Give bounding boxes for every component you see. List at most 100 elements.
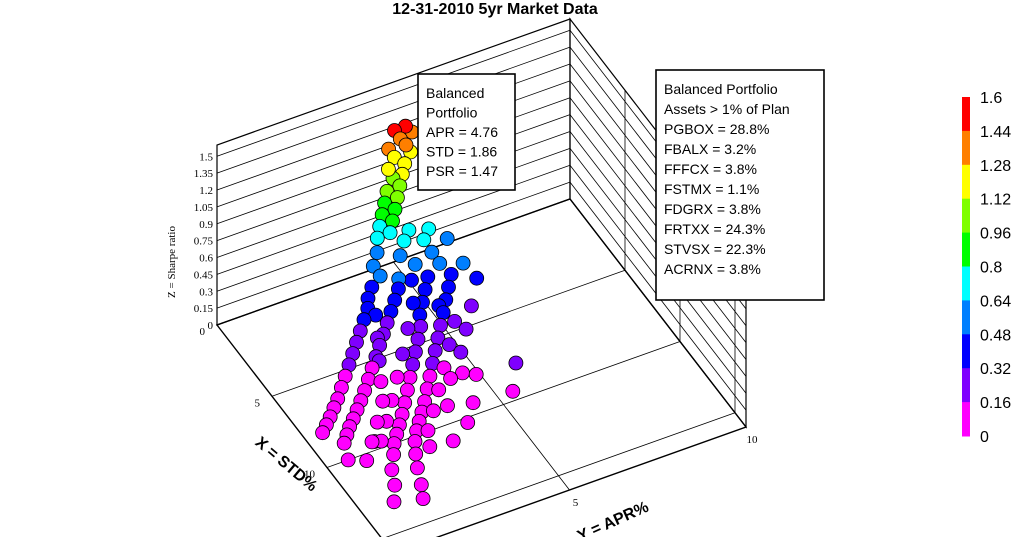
scatter-point bbox=[463, 298, 479, 314]
scatter-point bbox=[416, 232, 432, 248]
scatter-point bbox=[336, 435, 352, 451]
scatter-point bbox=[441, 337, 457, 353]
scatter-point bbox=[395, 346, 411, 362]
scatter-point bbox=[369, 245, 385, 261]
scatter-point bbox=[468, 366, 484, 382]
colorbar-segment bbox=[962, 300, 970, 335]
scatter-point bbox=[436, 360, 452, 376]
colorbar-segment bbox=[962, 97, 970, 132]
annotation-balanced-portfolio: Balanced Portfolio APR = 4.76 STD = 1.86 PSR… bbox=[417, 73, 516, 191]
colorbar-tick-label: 0.32 bbox=[980, 361, 1011, 378]
scatter-point bbox=[445, 433, 461, 449]
annotation-box bbox=[417, 73, 516, 191]
annotation-box bbox=[655, 69, 825, 301]
annotation-line: STD = 1.86 bbox=[426, 144, 497, 160]
scatter-point bbox=[400, 321, 416, 336]
scatter-point bbox=[441, 279, 456, 295]
scatter-point bbox=[439, 231, 455, 246]
colorbar-segment bbox=[962, 232, 970, 267]
floor-gridline-y bbox=[569, 198, 747, 428]
scatter-point bbox=[407, 434, 423, 449]
colorbar-segment bbox=[962, 368, 970, 403]
scatter-point bbox=[435, 305, 451, 321]
annotation-line: PSR = 1.47 bbox=[426, 163, 498, 179]
scatter-point bbox=[408, 446, 424, 462]
scatter-point bbox=[364, 434, 380, 450]
back-wall-gridline bbox=[216, 46, 571, 174]
x-tick-label: 10 bbox=[304, 469, 316, 481]
z-tick-label: 1.35 bbox=[194, 168, 214, 180]
scatter-point bbox=[443, 371, 459, 386]
annotation-line: FRTXX = 24.3% bbox=[664, 221, 765, 237]
scatter-point bbox=[420, 423, 436, 439]
scatter-point bbox=[404, 272, 419, 288]
scatter-point bbox=[508, 355, 524, 371]
colorbar-tick-label: 0.64 bbox=[980, 293, 1011, 310]
scatter-point bbox=[405, 295, 421, 311]
z-axis-label: Z = Sharpe ratio bbox=[166, 226, 178, 298]
scatter-point bbox=[410, 331, 426, 347]
chart-title: 12-31-2010 5yr Market Data bbox=[392, 1, 598, 18]
y-tick-label: 5 bbox=[573, 497, 579, 509]
colorbar-segment bbox=[962, 164, 970, 200]
annotation-line: FDGRX = 3.8% bbox=[664, 201, 761, 217]
colorbar-tick-label: 1.12 bbox=[980, 192, 1011, 209]
scatter-point bbox=[431, 382, 447, 398]
scatter-point bbox=[417, 282, 433, 298]
scatter-point bbox=[424, 244, 440, 260]
scatter-point bbox=[443, 266, 459, 282]
scatter-point bbox=[387, 477, 403, 493]
annotation-line: STVSX = 22.3% bbox=[664, 241, 766, 257]
scatter-point bbox=[460, 415, 476, 430]
scatter-point bbox=[453, 344, 469, 360]
scatter-point bbox=[384, 462, 400, 478]
colorbar-tick-label: 0.96 bbox=[980, 226, 1011, 243]
scatter-point bbox=[433, 317, 448, 333]
scatter-point bbox=[455, 255, 471, 271]
scatter-point bbox=[413, 319, 429, 334]
scatter-point bbox=[422, 368, 438, 384]
scatter-point bbox=[415, 491, 431, 507]
scatter-point bbox=[409, 460, 425, 476]
x-axis-label: X = STD% bbox=[252, 434, 320, 495]
colorbar-segment bbox=[962, 266, 970, 301]
y-axis-label: Y = APR% bbox=[575, 499, 651, 537]
annotation-line: FSTMX = 1.1% bbox=[664, 181, 759, 197]
y-tick-label: 10 bbox=[747, 434, 759, 446]
z-tick-label: 0 bbox=[208, 320, 214, 332]
z-tick-label: 0.75 bbox=[194, 236, 214, 248]
colorbar-segment bbox=[962, 402, 970, 437]
scatter-point bbox=[340, 452, 356, 468]
scatter-point bbox=[386, 447, 402, 463]
colorbar-tick-label: 1.44 bbox=[980, 124, 1011, 141]
scatter-point bbox=[469, 270, 485, 286]
scatter-point bbox=[399, 382, 415, 398]
annotation-asset-allocation: Balanced Portfolio Assets > 1% of Plan PGB… bbox=[655, 69, 825, 301]
scatter-point bbox=[373, 374, 389, 390]
scatter-point bbox=[425, 403, 441, 419]
z-tick-label: 1.05 bbox=[194, 202, 214, 214]
scatter-point bbox=[422, 439, 438, 455]
scatter-point bbox=[372, 268, 388, 284]
back-wall-gridline bbox=[216, 181, 571, 309]
annotation-line: PGBOX = 28.8% bbox=[664, 121, 769, 137]
annotation-line: Assets > 1% of Plan bbox=[664, 101, 790, 117]
scatter-point bbox=[420, 269, 436, 285]
scatter-point bbox=[447, 313, 463, 329]
scatter-point bbox=[398, 137, 414, 153]
scatter-point bbox=[402, 369, 418, 385]
scatter-point bbox=[440, 398, 455, 414]
scatter-point bbox=[405, 357, 421, 373]
colorbar-tick-label: 0.16 bbox=[980, 395, 1011, 412]
z-tick-label: 0.45 bbox=[194, 269, 214, 281]
z-tick-label: 1.2 bbox=[199, 185, 213, 197]
scatter-point bbox=[380, 161, 396, 177]
back-wall-gridline bbox=[216, 29, 571, 157]
scatter-point bbox=[375, 393, 391, 409]
annotation-line: APR = 4.76 bbox=[426, 124, 498, 140]
scatter-point bbox=[389, 369, 405, 385]
colorbar-segment bbox=[962, 130, 970, 166]
z-tick-label: 0.6 bbox=[199, 253, 213, 265]
scatter-point bbox=[396, 233, 412, 249]
